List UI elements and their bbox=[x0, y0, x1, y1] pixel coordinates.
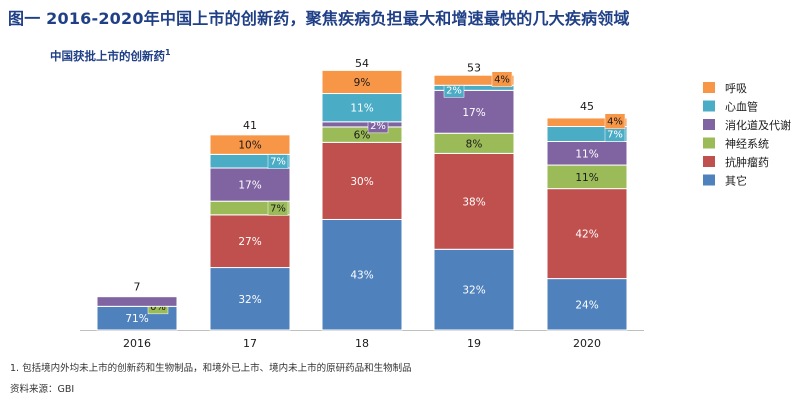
data-label-2016-2: 0% bbox=[150, 302, 166, 313]
legend-swatch-0 bbox=[703, 82, 715, 93]
data-label-18-4: 11% bbox=[350, 103, 373, 115]
x-tick-label-2016: 2016 bbox=[123, 337, 151, 350]
bar-segment-2020-5 bbox=[546, 117, 628, 128]
bar-segment-18-5 bbox=[321, 69, 403, 95]
legend-swatch-3 bbox=[703, 137, 715, 149]
legend-swatch-4 bbox=[703, 156, 715, 167]
data-label-17-4: 7% bbox=[270, 157, 286, 168]
x-tick-label-18: 18 bbox=[355, 337, 369, 350]
bar-segment-19-0 bbox=[433, 248, 515, 331]
data-label-2016-0: 71% bbox=[125, 313, 148, 325]
bar-segment-19-1 bbox=[433, 152, 515, 250]
figure-title: 图一 2016-2020年中国上市的创新药，聚焦疾病负担最大和增速最快的几大疾病… bbox=[8, 9, 630, 28]
legend-label-3: 神经系统 bbox=[725, 137, 769, 151]
data-label-18-2: 6% bbox=[354, 130, 371, 142]
data-label-18-0: 43% bbox=[350, 270, 373, 282]
legend-label-0: 呼吸 bbox=[725, 82, 747, 95]
bar-total-2016: 7 bbox=[134, 281, 141, 294]
data-label-2020-0: 24% bbox=[575, 299, 598, 311]
bar-segment-17-0 bbox=[209, 267, 291, 331]
data-label-19-0: 32% bbox=[462, 285, 485, 297]
legend-label-1: 心血管 bbox=[725, 100, 758, 114]
chart-title: 中国获批上市的创新药1 bbox=[50, 48, 171, 64]
data-label-17-3: 17% bbox=[238, 180, 261, 192]
data-label-2020-3: 11% bbox=[575, 148, 598, 160]
legend-swatch-1 bbox=[703, 100, 715, 112]
data-label-17-1: 27% bbox=[238, 236, 261, 248]
bar-segment-18-1 bbox=[321, 141, 403, 220]
bar-segment-18-0 bbox=[321, 218, 403, 331]
bar-total-18: 54 bbox=[355, 57, 369, 70]
data-label-box-19-5 bbox=[491, 71, 513, 87]
legend-label-2: 消化道及代谢 bbox=[725, 118, 791, 132]
bar-segment-17-3 bbox=[209, 167, 291, 202]
bar-segment-2020-1 bbox=[546, 188, 628, 280]
data-label-2020-2: 11% bbox=[575, 172, 598, 184]
bar-segment-18-4 bbox=[321, 93, 403, 123]
data-label-19-5: 4% bbox=[494, 75, 510, 86]
bar-segment-19-5 bbox=[433, 74, 515, 86]
legend-swatch-2 bbox=[703, 119, 715, 130]
chart-title-text: 中国获批上市的创新药 bbox=[50, 49, 165, 63]
data-label-2020-5: 4% bbox=[607, 117, 623, 128]
data-label-19-3: 17% bbox=[462, 107, 485, 119]
legend-swatch-5 bbox=[703, 174, 715, 186]
bar-total-17: 41 bbox=[243, 119, 257, 132]
x-tick-label-19: 19 bbox=[467, 337, 481, 350]
bar-segment-17-5 bbox=[209, 134, 291, 155]
legend-label-4: 抗肿瘤药 bbox=[725, 155, 769, 169]
bar-segment-18-3 bbox=[321, 121, 403, 128]
footnote-marker: 1 bbox=[165, 48, 171, 58]
bar-total-2020: 45 bbox=[580, 100, 594, 113]
bar-segment-2016-3 bbox=[96, 296, 178, 307]
bar-segment-17-1 bbox=[209, 214, 291, 269]
data-label-box-2020-5 bbox=[604, 113, 626, 129]
data-label-19-2: 8% bbox=[466, 138, 483, 150]
data-label-18-5: 9% bbox=[354, 77, 371, 89]
legend-label-5: 其它 bbox=[725, 174, 747, 188]
data-label-19-4: 2% bbox=[446, 85, 462, 96]
x-tick-label-17: 17 bbox=[243, 337, 257, 350]
data-label-17-5: 10% bbox=[238, 140, 261, 152]
data-label-19-1: 38% bbox=[462, 196, 485, 208]
source-note: 资料来源：GBI bbox=[10, 384, 75, 395]
data-label-2020-1: 42% bbox=[575, 229, 598, 241]
data-label-18-3: 2% bbox=[370, 121, 386, 132]
data-label-17-0: 32% bbox=[238, 294, 261, 306]
data-label-18-1: 30% bbox=[350, 176, 373, 188]
data-label-2020-4: 7% bbox=[607, 130, 623, 141]
bar-total-19: 53 bbox=[467, 62, 481, 75]
data-label-17-2: 7% bbox=[270, 204, 286, 215]
footnote: 1. 包括境内外均未上市的创新药和生物制品，和境外已上市、境内未上市的原研药品和… bbox=[10, 363, 412, 374]
x-tick-label-2020: 2020 bbox=[573, 337, 601, 350]
